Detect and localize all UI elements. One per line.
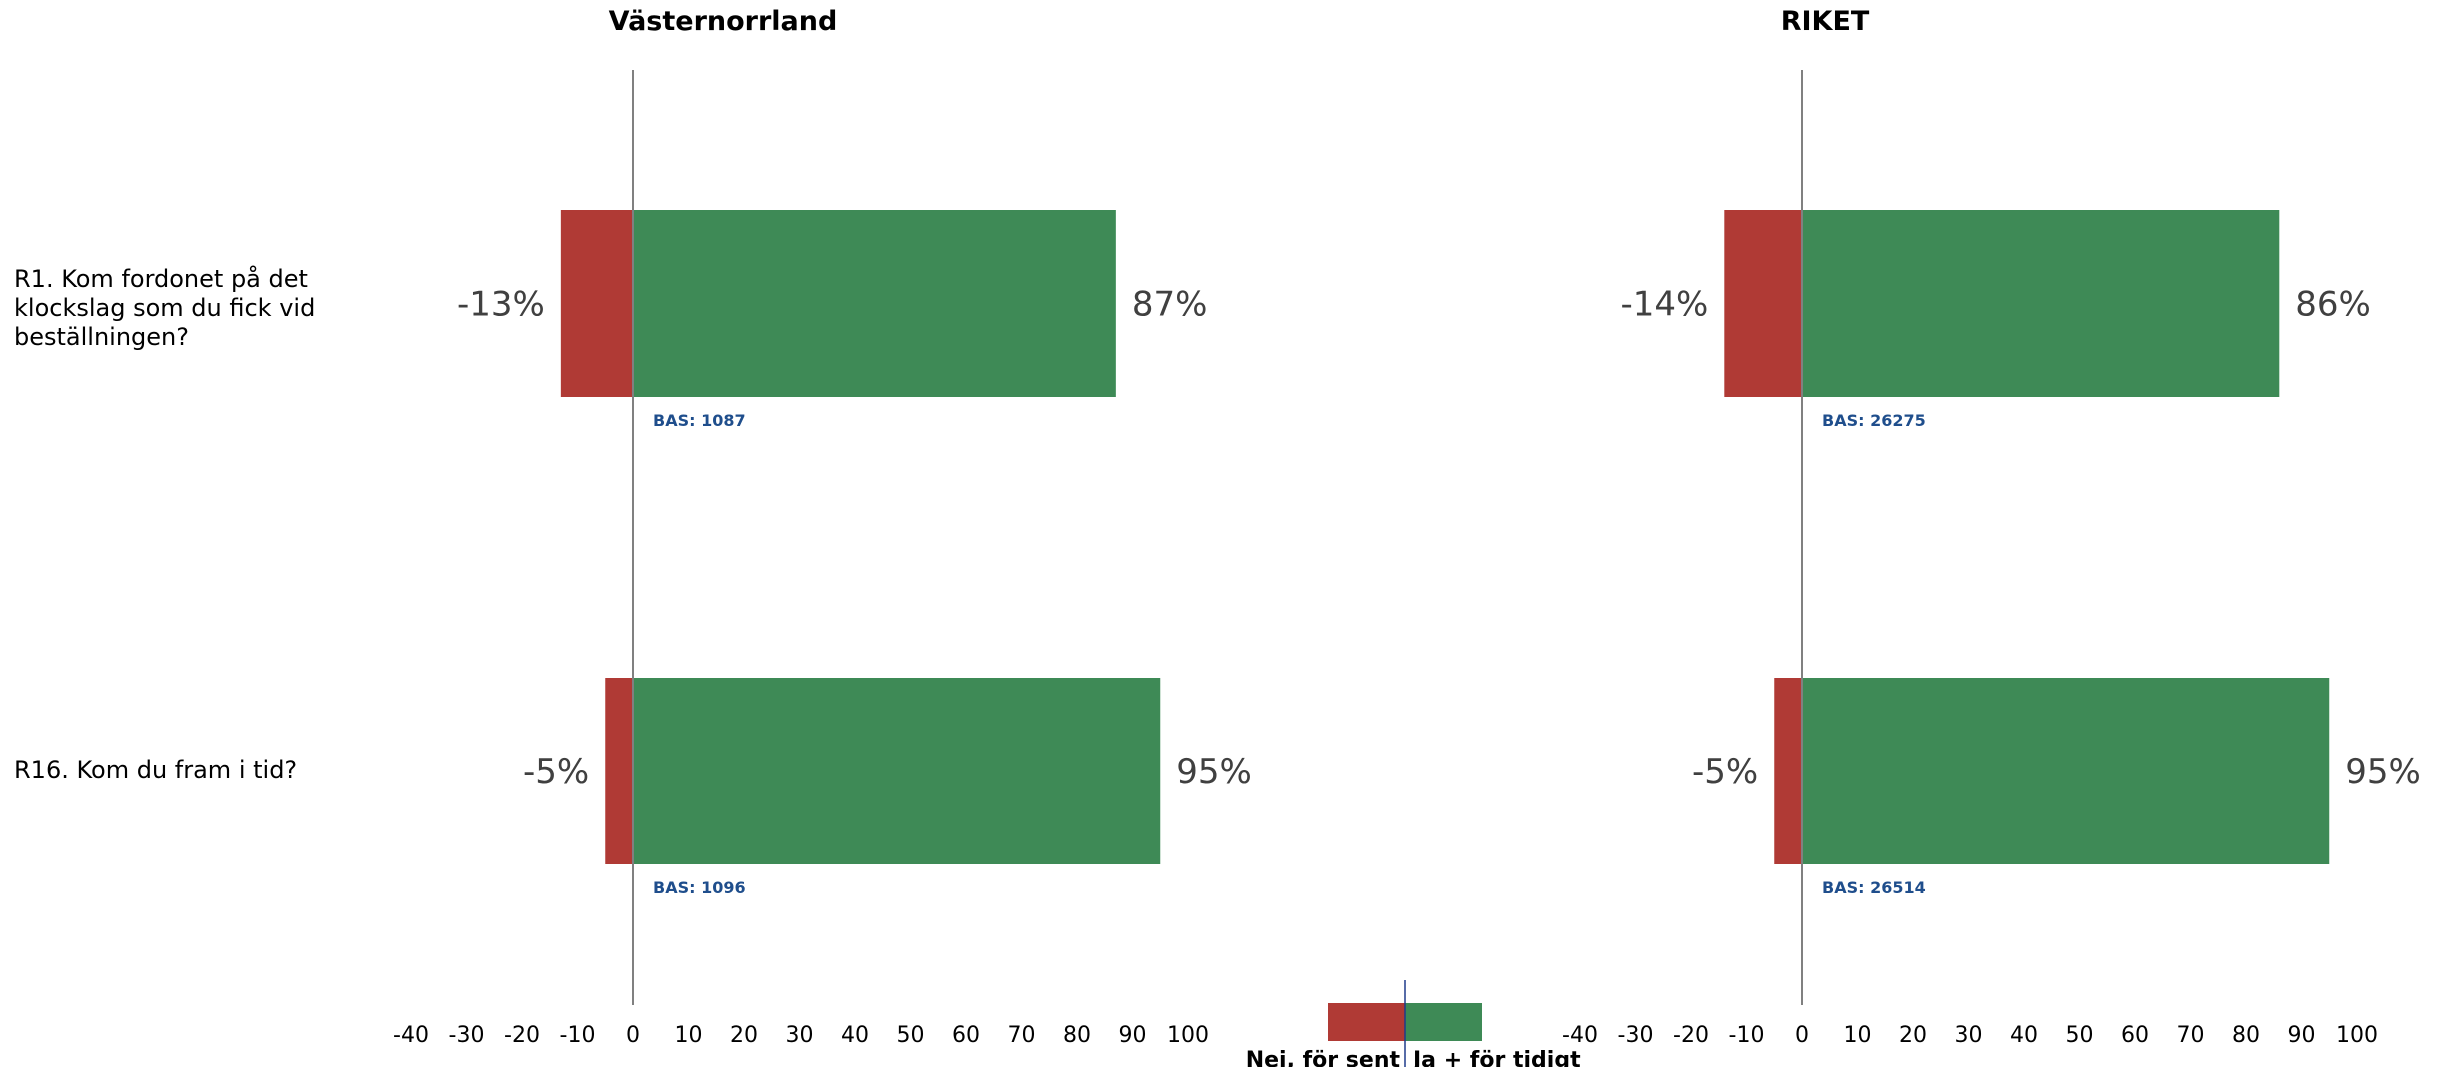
- x-tick-label: -20: [1673, 1023, 1709, 1048]
- bar-negative: [605, 678, 633, 864]
- x-tick-label: 30: [1955, 1023, 1983, 1048]
- x-tick-label: 90: [2288, 1023, 2316, 1048]
- bar-positive: [633, 210, 1116, 397]
- x-tick-label: 10: [1844, 1023, 1872, 1048]
- x-tick-label: 80: [1063, 1023, 1091, 1048]
- x-tick-label: 100: [2336, 1023, 2378, 1048]
- x-tick-label: 0: [1795, 1023, 1809, 1048]
- x-tick-label: 0: [626, 1023, 640, 1048]
- panel-title: RIKET: [1781, 6, 1870, 37]
- x-tick-label: -10: [1729, 1023, 1765, 1048]
- x-tick-label: 70: [1008, 1023, 1036, 1048]
- question-label-line: beställningen?: [14, 323, 189, 351]
- legend-label-positive: Ja + för tidigt: [1411, 1048, 1581, 1067]
- data-label-positive: 95%: [2345, 752, 2421, 792]
- x-tick-label: 40: [841, 1023, 869, 1048]
- data-label-positive: 87%: [1132, 285, 1208, 325]
- question-label-line: R1. Kom fordonet på det: [14, 264, 308, 293]
- x-tick-label: 80: [2232, 1023, 2260, 1048]
- chart-panel: RIKET -14% 86% BAS: 26275 -5% 95% BAS: 26514 -4…: [1562, 6, 2421, 1048]
- data-label-positive: 86%: [2295, 285, 2371, 325]
- x-tick-label: 10: [675, 1023, 703, 1048]
- x-tick-label: 70: [2177, 1023, 2205, 1048]
- x-tick-label: -40: [1562, 1023, 1598, 1048]
- x-tick-label: 100: [1167, 1023, 1209, 1048]
- legend: Nej, för sent Ja + för tidigt: [1246, 980, 1581, 1067]
- bas-label: BAS: 26514: [1822, 878, 1926, 897]
- legend-swatch-negative: [1328, 1003, 1405, 1041]
- bas-label: BAS: 26275: [1822, 411, 1926, 430]
- x-tick-label: -20: [504, 1023, 540, 1048]
- x-tick-label: -40: [393, 1023, 429, 1048]
- question-label-line: R16. Kom du fram i tid?: [14, 756, 297, 784]
- chart-panels: Västernorrland -13% 87% BAS: 1087 -5% 95% BAS:…: [393, 6, 2421, 1048]
- x-tick-label: 40: [2010, 1023, 2038, 1048]
- data-label-positive: 95%: [1176, 752, 1252, 792]
- data-label-negative: -14%: [1620, 285, 1708, 325]
- x-tick-label: 90: [1119, 1023, 1147, 1048]
- bar-positive: [633, 678, 1161, 864]
- x-tick-label: 60: [2121, 1023, 2149, 1048]
- x-tick-label: 20: [730, 1023, 758, 1048]
- bar-negative: [560, 210, 633, 397]
- legend-label-negative: Nej, för sent: [1246, 1048, 1401, 1067]
- legend-swatch-positive: [1405, 1003, 1482, 1041]
- x-tick-label: 30: [786, 1023, 814, 1048]
- bar-negative: [1774, 678, 1802, 864]
- bas-label: BAS: 1087: [653, 411, 746, 430]
- x-tick-label: -10: [560, 1023, 596, 1048]
- bar-positive: [1802, 210, 2280, 397]
- bas-label: BAS: 1096: [653, 878, 746, 897]
- data-label-negative: -5%: [523, 752, 589, 792]
- x-tick-label: -30: [449, 1023, 485, 1048]
- bar-positive: [1802, 678, 2330, 864]
- panel-title: Västernorrland: [609, 6, 838, 37]
- x-tick-label: -30: [1618, 1023, 1654, 1048]
- x-tick-label: 60: [952, 1023, 980, 1048]
- x-tick-label: 50: [2066, 1023, 2094, 1048]
- question-label-line: klockslag som du fick vid: [14, 294, 315, 322]
- x-tick-label: 20: [1899, 1023, 1927, 1048]
- x-tick-label: 50: [897, 1023, 925, 1048]
- data-label-negative: -5%: [1692, 752, 1758, 792]
- chart-panel: Västernorrland -13% 87% BAS: 1087 -5% 95% BAS:…: [393, 6, 1252, 1048]
- data-label-negative: -13%: [457, 285, 545, 325]
- bar-negative: [1724, 210, 1802, 397]
